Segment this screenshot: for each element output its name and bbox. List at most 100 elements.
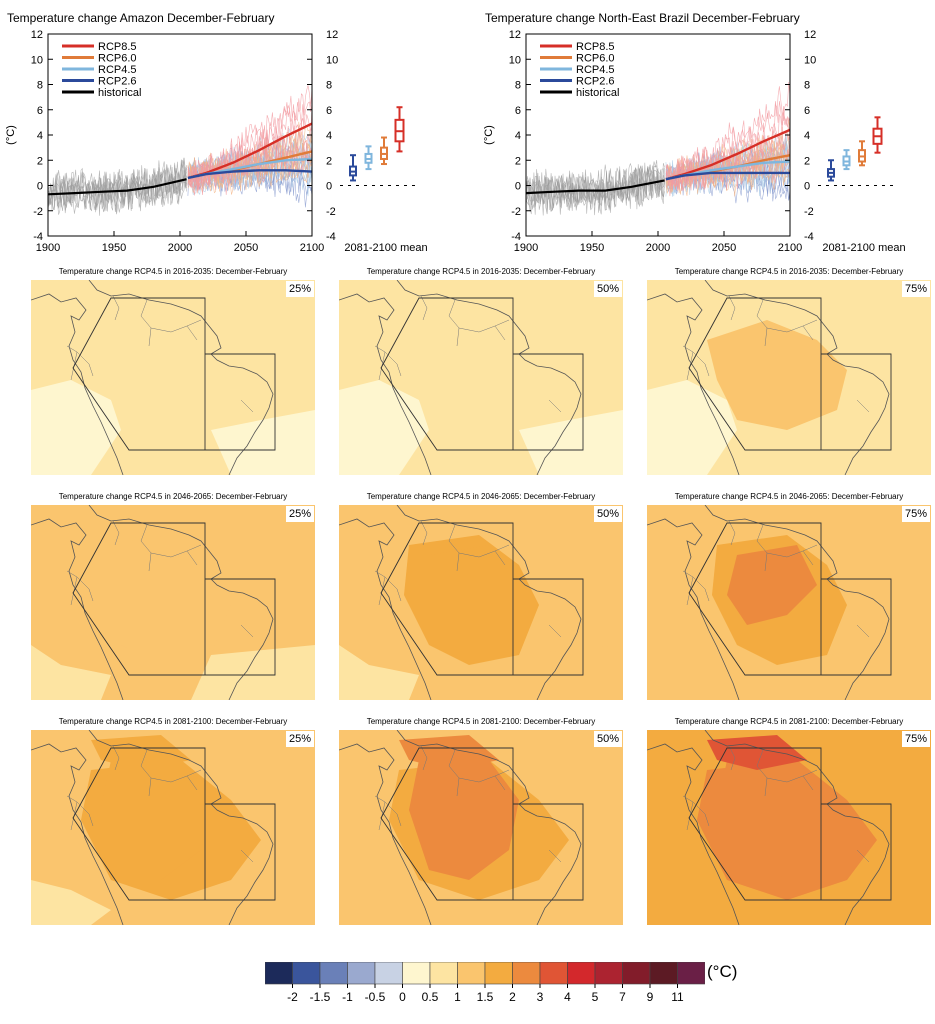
colorbar-swatch xyxy=(677,962,705,985)
percentile-label: 50% xyxy=(593,731,622,747)
temperature-contour xyxy=(707,735,807,770)
x-tick-label: 2000 xyxy=(168,242,192,254)
coastline xyxy=(31,280,274,475)
map-field xyxy=(339,505,623,700)
colorbar-swatch xyxy=(347,962,376,985)
temperature-contour xyxy=(717,760,827,880)
country-borders xyxy=(66,295,254,413)
map-panel-2016-2035-25: Temperature change RCP4.5 in 2016-2035: … xyxy=(31,265,315,490)
series-line-RCP2.6 xyxy=(187,169,313,180)
coastline xyxy=(339,730,582,925)
colorbar-tick-label: 0.5 xyxy=(422,990,439,1004)
nebrazil-region-outline xyxy=(821,803,892,901)
map-field xyxy=(31,280,315,475)
x-tick-label: 2050 xyxy=(712,242,736,254)
amazon-region-outline xyxy=(72,297,206,451)
country-borders xyxy=(66,520,254,638)
map-panel-2046-2065-75: Temperature change RCP4.5 in 2046-2065: … xyxy=(647,490,931,715)
y-tick-label-right: 10 xyxy=(804,54,816,66)
map-field xyxy=(647,280,931,475)
legend-label: RCP4.5 xyxy=(98,64,137,76)
y-tick-label: 4 xyxy=(37,130,43,142)
percentile-label: 25% xyxy=(285,506,314,522)
legend-label: RCP8.5 xyxy=(98,41,137,53)
map-panel-title: Temperature change RCP4.5 in 2046-2065: … xyxy=(674,492,904,501)
temperature-contour xyxy=(91,320,231,430)
amazon-timeseries-chart: Temperature change Amazon December-Febru… xyxy=(0,0,458,260)
scenario-member xyxy=(187,127,313,194)
map-field xyxy=(339,280,623,475)
temperature-contour xyxy=(91,735,191,770)
temperature-contour xyxy=(399,320,539,430)
y-tick-label: 8 xyxy=(37,80,43,92)
amazon-region-outline xyxy=(688,747,822,901)
amazon-region-outline xyxy=(72,522,206,676)
colorbar-tick-label: 4 xyxy=(564,990,571,1004)
coastline xyxy=(31,505,274,700)
scenario-member xyxy=(187,107,313,189)
map-panel-title: Temperature change RCP4.5 in 2046-2065: … xyxy=(58,492,288,501)
temperature-contour xyxy=(399,735,499,770)
y-tick-label: 2 xyxy=(515,155,521,167)
map-panel-title: Temperature change RCP4.5 in 2046-2065: … xyxy=(366,492,596,501)
colorbar-swatch xyxy=(374,962,403,985)
y-tick-label: 12 xyxy=(31,29,43,41)
temperature-contour xyxy=(807,645,931,700)
legend-label: RCP6.0 xyxy=(98,53,137,65)
colorbar-swatch xyxy=(457,962,486,985)
y-tick-label: 10 xyxy=(31,54,43,66)
y-tick-label-right: 12 xyxy=(804,29,816,41)
colorbar-tick-label: 9 xyxy=(647,990,654,1004)
temperature-contour xyxy=(101,760,211,880)
chart-title: Temperature change North-East Brazil Dec… xyxy=(485,11,800,25)
map-panel-2081-2100-25: Temperature change RCP4.5 in 2081-2100: … xyxy=(31,715,315,940)
nebrazil-region-outline xyxy=(513,353,584,451)
colorbar-swatch xyxy=(265,962,293,985)
temperature-contour xyxy=(111,545,201,625)
temperature-contour xyxy=(727,545,817,625)
y-tick-label: -4 xyxy=(33,231,43,243)
chart-background xyxy=(0,0,458,260)
temperature-contour xyxy=(647,645,727,700)
map-field xyxy=(31,505,315,700)
y-tick-label-right: 6 xyxy=(326,105,332,117)
temperature-contour xyxy=(707,320,847,430)
y-tick-label-right: 2 xyxy=(326,155,332,167)
map-panel-2016-2035-75: Temperature change RCP4.5 in 2016-2035: … xyxy=(647,265,931,490)
percentile-label: 25% xyxy=(285,731,314,747)
percentile-label: 50% xyxy=(593,281,622,297)
colorbar-tick-label: 0 xyxy=(399,990,406,1004)
country-borders xyxy=(374,295,562,413)
y-tick-label: 10 xyxy=(509,54,521,66)
y-tick-label-right: -4 xyxy=(804,231,814,243)
colorbar-swatch xyxy=(622,962,651,985)
colorbar-swatch xyxy=(512,962,541,985)
x-tick-label: 2050 xyxy=(234,242,258,254)
temperature-contour xyxy=(419,545,509,625)
colorbar-tick-label: 3 xyxy=(537,990,544,1004)
percentile-label: 75% xyxy=(901,281,930,297)
map-field xyxy=(339,730,623,925)
temperature-contour xyxy=(647,880,727,925)
temperature-contour xyxy=(499,645,623,700)
x-tick-label: 1900 xyxy=(36,242,60,254)
map-panel-title: Temperature change RCP4.5 in 2081-2100: … xyxy=(674,717,904,726)
colorbar-tick-label: 5 xyxy=(592,990,599,1004)
colorbar-tick-label: 1 xyxy=(454,990,461,1004)
temperature-contour xyxy=(409,760,519,880)
colorbar-swatch xyxy=(319,962,348,985)
y-tick-label-right: 0 xyxy=(326,181,332,193)
y-tick-label-right: 4 xyxy=(326,130,332,142)
map-panel-2081-2100-50: Temperature change RCP4.5 in 2081-2100: … xyxy=(339,715,623,940)
scenario-member xyxy=(665,81,791,191)
scenario-member xyxy=(665,112,791,197)
colorbar-swatch xyxy=(484,962,513,985)
map-field xyxy=(31,730,315,925)
y-tick-label: 0 xyxy=(37,181,43,193)
chart-background xyxy=(478,0,935,260)
y-tick-label: 8 xyxy=(515,80,521,92)
colorbar: -2 -1.5 -1 -0.5 0 0.5 1 1.5 2 3 4 5 7 9 11 xyxy=(265,962,705,1004)
coastline xyxy=(31,730,274,925)
country-borders xyxy=(682,520,870,638)
map-panel-title: Temperature change RCP4.5 in 2016-2035: … xyxy=(58,267,288,276)
